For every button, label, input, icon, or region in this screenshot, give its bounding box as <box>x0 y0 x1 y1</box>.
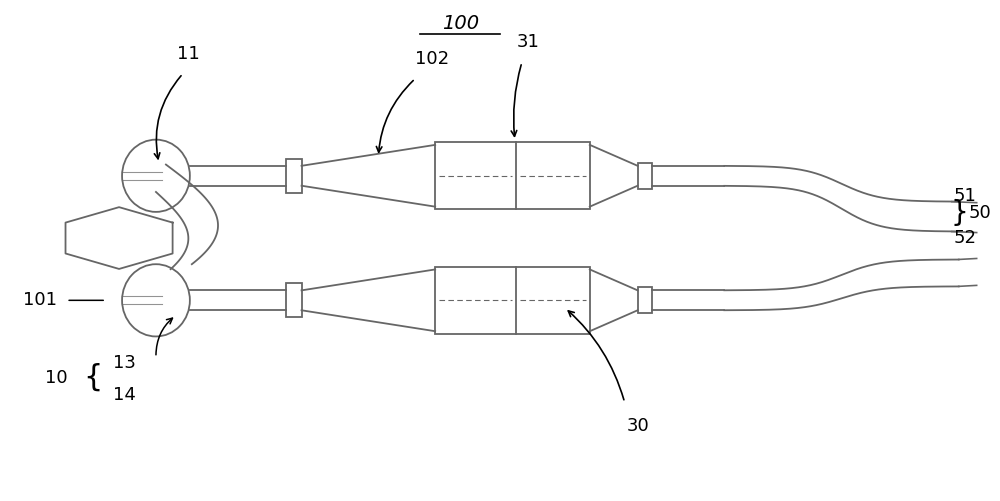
Text: {: { <box>83 363 103 392</box>
Text: 13: 13 <box>113 354 136 372</box>
Text: 52: 52 <box>954 229 977 247</box>
Text: 101: 101 <box>23 291 57 309</box>
Text: 10: 10 <box>45 369 68 387</box>
Text: 31: 31 <box>516 33 539 51</box>
Bar <box>638 163 652 189</box>
Bar <box>286 284 302 317</box>
Text: 30: 30 <box>626 417 649 435</box>
Text: 11: 11 <box>177 45 200 63</box>
Text: }: } <box>951 199 968 227</box>
Text: 51: 51 <box>954 187 977 205</box>
Text: 100: 100 <box>442 15 479 33</box>
Text: 14: 14 <box>113 386 136 404</box>
Text: 102: 102 <box>415 50 449 68</box>
Bar <box>638 288 652 313</box>
Bar <box>435 267 590 334</box>
Bar <box>286 159 302 193</box>
Text: 50: 50 <box>969 204 991 222</box>
Bar <box>435 142 590 209</box>
